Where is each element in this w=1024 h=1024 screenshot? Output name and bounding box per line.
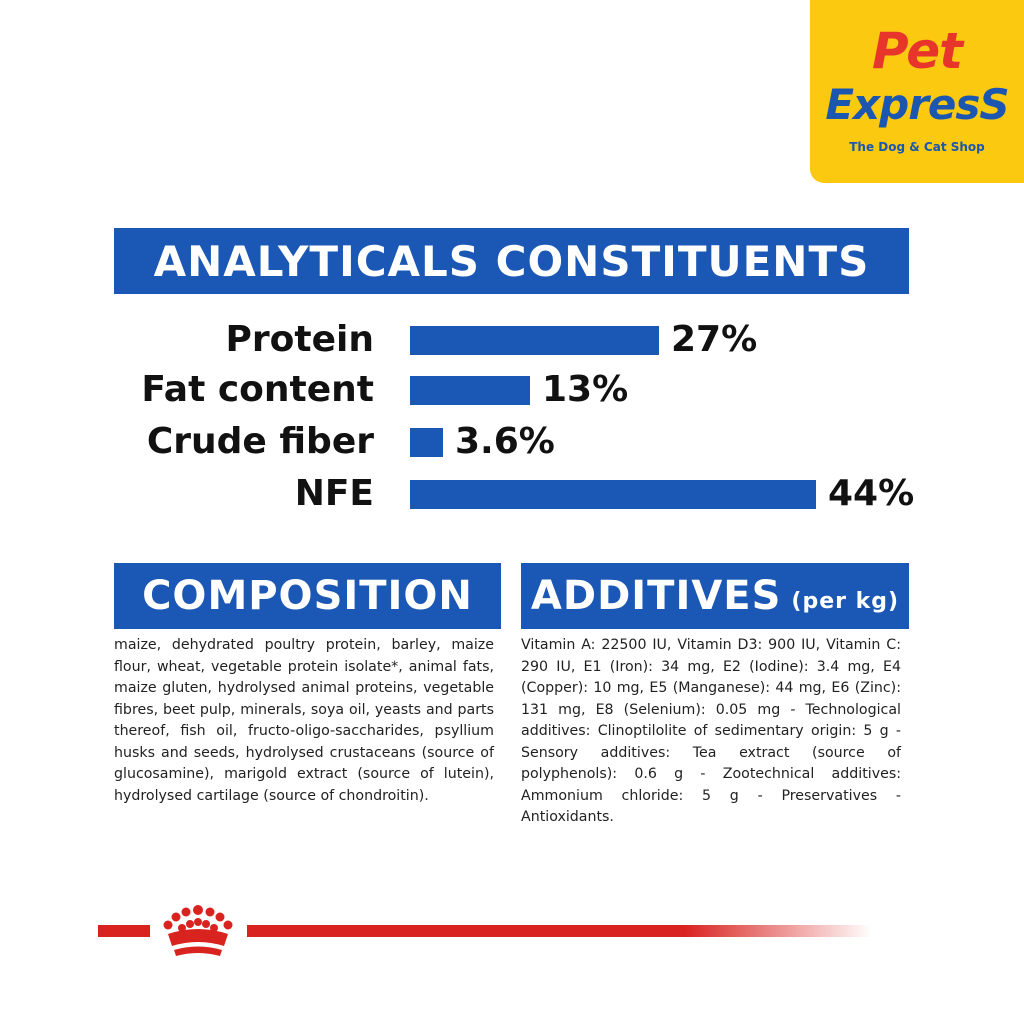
composition-header: COMPOSITION [114,563,501,629]
additives-text: Vitamin A: 22500 IU, Vitamin D3: 900 IU,… [521,637,901,825]
nutrient-value: 13% [542,369,629,410]
nutrient-bar [410,428,443,457]
nutrient-label: Protein [225,319,374,360]
additives-title-suffix: (per kg) [791,588,900,614]
footer-line-left [98,925,150,937]
logo-tagline: The Dog & Cat Shop [849,140,985,154]
composition-text: maize, dehydrated poultry protein, barle… [114,637,494,804]
nutrient-bar [410,376,530,405]
nutrient-bar [410,326,659,355]
nutrient-bar [410,480,816,509]
analytical-constituents-header: ANALYTICALS CONSTITUENTS [114,228,909,294]
logo-word-express: ExpresS [825,80,1009,129]
nutrient-label: Fat content [141,369,374,410]
nutrient-value: 3.6% [455,421,555,462]
footer-line-right [247,925,872,937]
analytical-title: ANALYTICALS CONSTITUENTS [153,236,870,286]
nutrient-label: Crude fiber [146,421,374,462]
logo-word-pet: Pet [871,22,963,80]
additives-header: ADDITIVES (per kg) [521,563,909,629]
nutrient-value: 44% [828,473,915,514]
additives-title: ADDITIVES [530,573,782,619]
pet-express-logo: Pet ExpresS The Dog & Cat Shop [810,0,1024,183]
composition-title: COMPOSITION [142,573,473,619]
nutrient-label: NFE [294,473,374,514]
nutrient-value: 27% [671,319,758,360]
royal-canin-crown-icon [163,905,233,956]
